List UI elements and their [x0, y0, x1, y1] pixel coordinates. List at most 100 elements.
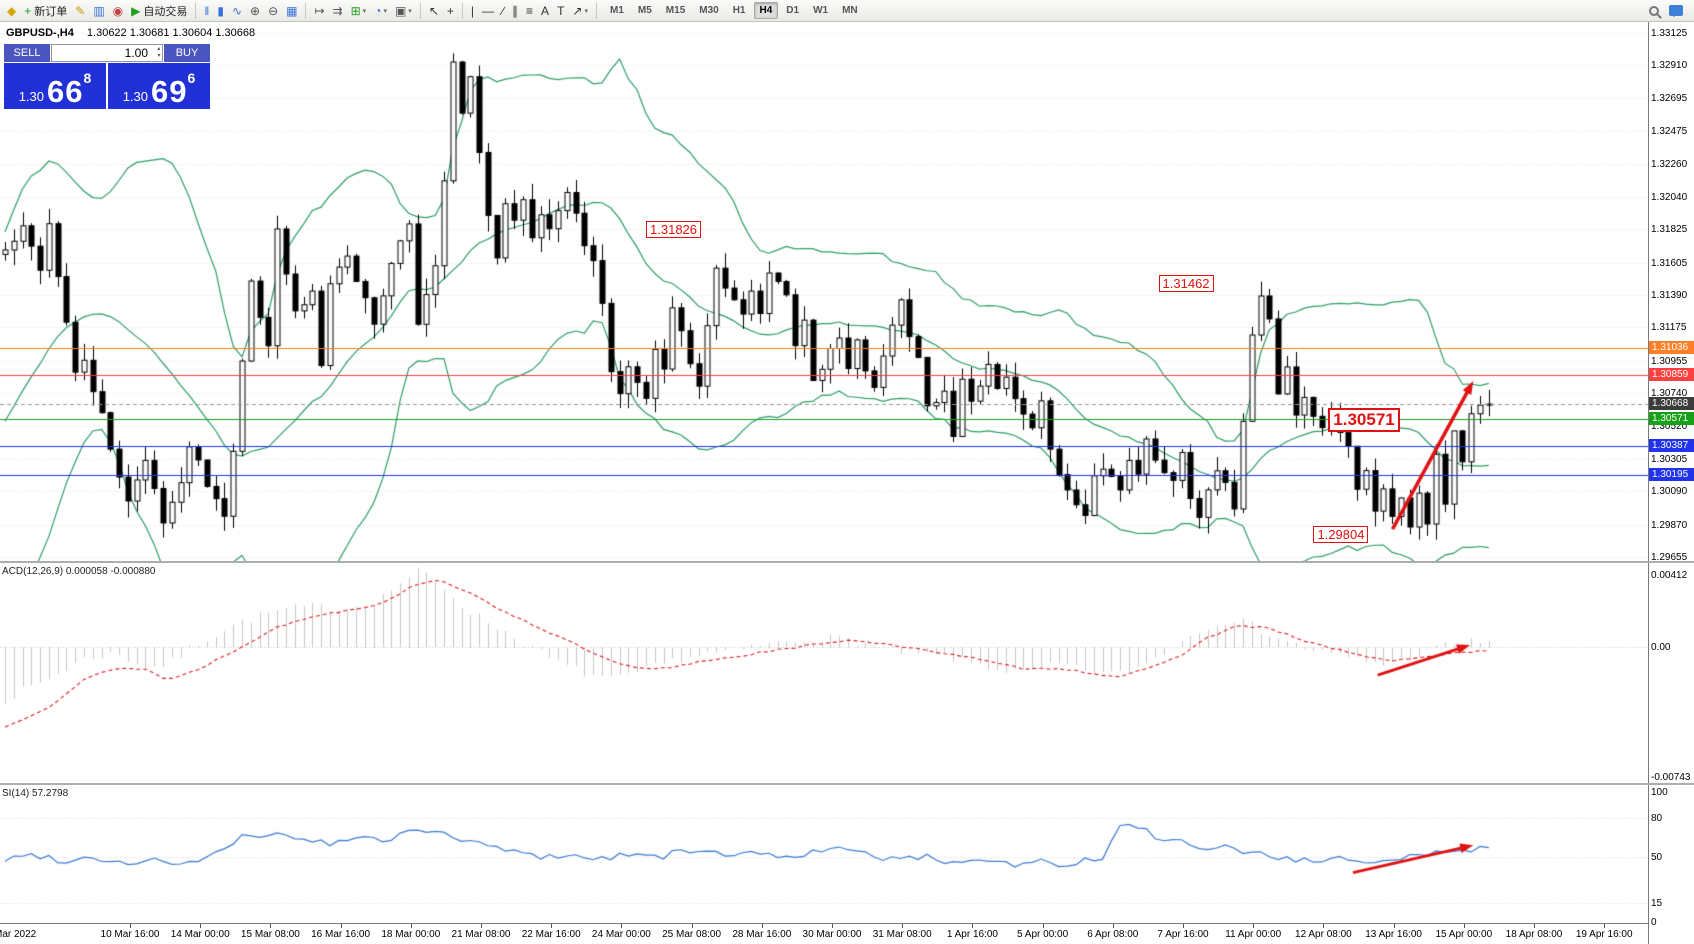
bar-chart-icon-button[interactable]: ‖ [201, 1, 212, 20]
arrows-icon-button[interactable]: ↗ ▾ [569, 1, 591, 20]
buy-button[interactable]: BUY [164, 44, 210, 62]
ohlc-values: 1.30622 1.30681 1.30604 1.30668 [86, 27, 256, 39]
auto-trading-button[interactable]: ▶ 自动交易 [128, 1, 190, 20]
price-annotation[interactable]: 1.31826 [646, 220, 702, 238]
cursor-icon-button[interactable]: ↖ [426, 1, 442, 20]
timeframe-d1-button[interactable]: D1 [786, 5, 800, 16]
price-chart-canvas[interactable] [0, 22, 1648, 561]
timeframe-mn-button[interactable]: MN [842, 5, 858, 16]
arrows-icon: ↗ [572, 3, 583, 18]
price-axis-label: 1.30305 [1651, 453, 1688, 465]
sell-button[interactable]: SELL [4, 44, 50, 62]
text-icon-button[interactable]: A [538, 1, 552, 20]
time-axis-tick [1253, 924, 1255, 928]
time-axis-label: 15 Apr 00:00 [1435, 929, 1493, 940]
time-axis-label: 12 Apr 08:00 [1295, 929, 1352, 940]
rsi-axis-label: 80 [1651, 813, 1663, 824]
new-order-button[interactable]: + 新订单 [21, 1, 70, 20]
time-axis-label: 22 Mar 16:00 [521, 929, 581, 940]
timeframe-m5-button[interactable]: M5 [637, 5, 652, 16]
volume-stepper[interactable]: ▴ ▾ [157, 46, 160, 60]
macd-indicator-label: ACD(12,26,9) 0.000058 -0.000880 [2, 566, 156, 577]
timeframe-m1-button[interactable]: M1 [609, 5, 624, 16]
chat-icon[interactable] [1669, 5, 1683, 17]
toolbar-separator [461, 2, 463, 19]
toolbar-separator [419, 2, 421, 19]
timeframe-h1-button[interactable]: H1 [732, 5, 746, 16]
candlestick-chart-icon-button[interactable]: ▮ [214, 1, 227, 20]
charts-grid-icon-button[interactable]: ▥ [90, 1, 107, 20]
price-axis-label: 1.32695 [1651, 92, 1688, 104]
time-axis-label: 21 Mar 08:00 [451, 929, 511, 940]
panel-separator[interactable] [0, 783, 1694, 785]
rsi-axis-label: 0 [1651, 917, 1657, 928]
candlestick-chart-icon: ▮ [217, 3, 224, 18]
templates-icon-button[interactable]: ▣ ▾ [392, 1, 415, 20]
period-icon-button[interactable]: ◔ ▾ [371, 1, 390, 20]
rsi-axis-label: 15 [1651, 897, 1663, 909]
buy-price-button[interactable]: 1.30 69 6 [108, 63, 210, 109]
stepper-up-icon[interactable]: ▴ [156, 46, 160, 52]
price-level-tag: 1.30668 [1649, 397, 1694, 411]
price-axis-label: 1.31175 [1651, 322, 1687, 334]
time-axis-label: 18 Mar 00:00 [381, 929, 441, 940]
price-axis-label: 1.30520 [1651, 421, 1688, 433]
new-chart-icon: ⊞ [350, 3, 361, 18]
sell-price-button[interactable]: 1.30 66 8 [4, 63, 106, 109]
timeframe-m30-button[interactable]: M30 [699, 5, 719, 16]
chart-shift-icon-button[interactable]: ⇉ [330, 1, 346, 20]
price-annotation[interactable]: 1.31462 [1158, 274, 1214, 292]
price-axis-label: 1.29870 [1651, 519, 1688, 531]
macd-axis-label: 0.00412 [1651, 569, 1688, 581]
volume-input[interactable]: 1.00 ▴ ▾ [51, 44, 163, 62]
crosshair-icon-button[interactable]: + [444, 1, 457, 20]
time-axis-label: 24 Mar 00:00 [591, 929, 651, 940]
rsi-indicator-canvas[interactable] [0, 785, 1648, 923]
time-axis-tick [270, 924, 272, 928]
horizontal-line-icon-button[interactable]: ― [479, 1, 497, 20]
fibonacci-icon-button[interactable]: ≡ [523, 1, 536, 20]
rsi-axis-label: 50 [1651, 852, 1663, 863]
timeframe-buttons: M1 M5 M15 M30 H1 H4 D1 W1 MN [603, 2, 865, 19]
rsi-indicator-label: SI(14) 57.2798 [2, 788, 69, 799]
timeframe-w1-button[interactable]: W1 [813, 5, 829, 16]
zoom-out-icon-button[interactable]: ⊖ [265, 1, 281, 20]
panel-separator[interactable] [0, 561, 1694, 563]
price-annotation[interactable]: 1.30571 [1328, 407, 1400, 432]
line-chart-icon-button[interactable]: ∿ [229, 1, 245, 20]
price-axis[interactable]: 1.33125 1.32910 1.32695 1.32475 1.32260 1.320… [1648, 22, 1694, 944]
label-icon-button[interactable]: T [554, 1, 567, 20]
search-icon[interactable] [1649, 5, 1659, 16]
vertical-line-icon-button[interactable]: | [468, 1, 477, 20]
mql-editor-icon-button[interactable]: ✎ [72, 1, 88, 20]
price-annotation[interactable]: 1.29804 [1313, 525, 1369, 543]
chart-title: GBPUSD-,H4 1.30622 1.30681 1.30604 1.306… [6, 27, 255, 39]
trendline-icon-button[interactable]: ∕ [499, 1, 507, 20]
buy-price-pip: 6 [187, 70, 196, 86]
new-chart-icon-button[interactable]: ⊞ ▾ [348, 1, 370, 20]
macd-indicator-canvas[interactable] [0, 563, 1648, 783]
stepper-down-icon[interactable]: ▾ [156, 53, 160, 59]
timeframe-m15-button[interactable]: M15 [665, 5, 686, 16]
zoom-in-icon-button[interactable]: ⊕ [247, 1, 263, 20]
time-axis-label: 10 Mar 16:00 [100, 929, 160, 940]
time-axis-label: 15 Mar 08:00 [240, 929, 300, 940]
time-axis-label: 14 Mar 00:00 [170, 929, 230, 940]
tile-windows-icon-button[interactable]: ▦ [283, 1, 300, 20]
toolbar-separator [595, 2, 597, 19]
time-axis-tick [1393, 924, 1395, 928]
mql-editor-icon: ✎ [75, 3, 86, 18]
fibonacci-icon: ≡ [526, 3, 534, 18]
time-axis-label: 28 Mar 16:00 [732, 929, 792, 940]
time-axis[interactable]: Mar 2022 10 Mar 16:00 14 Mar 00:00 15 Mar 0… [0, 923, 1648, 944]
navigator-icon-button[interactable]: ◉ [110, 1, 126, 20]
time-axis-label: 16 Mar 16:00 [311, 929, 371, 940]
time-axis-tick [1463, 924, 1465, 928]
mt-logo-icon-button[interactable]: ◆ [4, 1, 19, 20]
channel-icon-button[interactable]: ∥ [509, 1, 521, 20]
auto-scroll-icon-button[interactable]: ↦ [311, 1, 327, 20]
price-axis-label: 1.30090 [1651, 486, 1688, 498]
timeframe-h4-button[interactable]: H4 [753, 2, 779, 19]
chart-area[interactable]: GBPUSD-,H4 1.30622 1.30681 1.30604 1.306… [0, 22, 1648, 923]
price-axis-label: 1.32260 [1651, 158, 1688, 170]
